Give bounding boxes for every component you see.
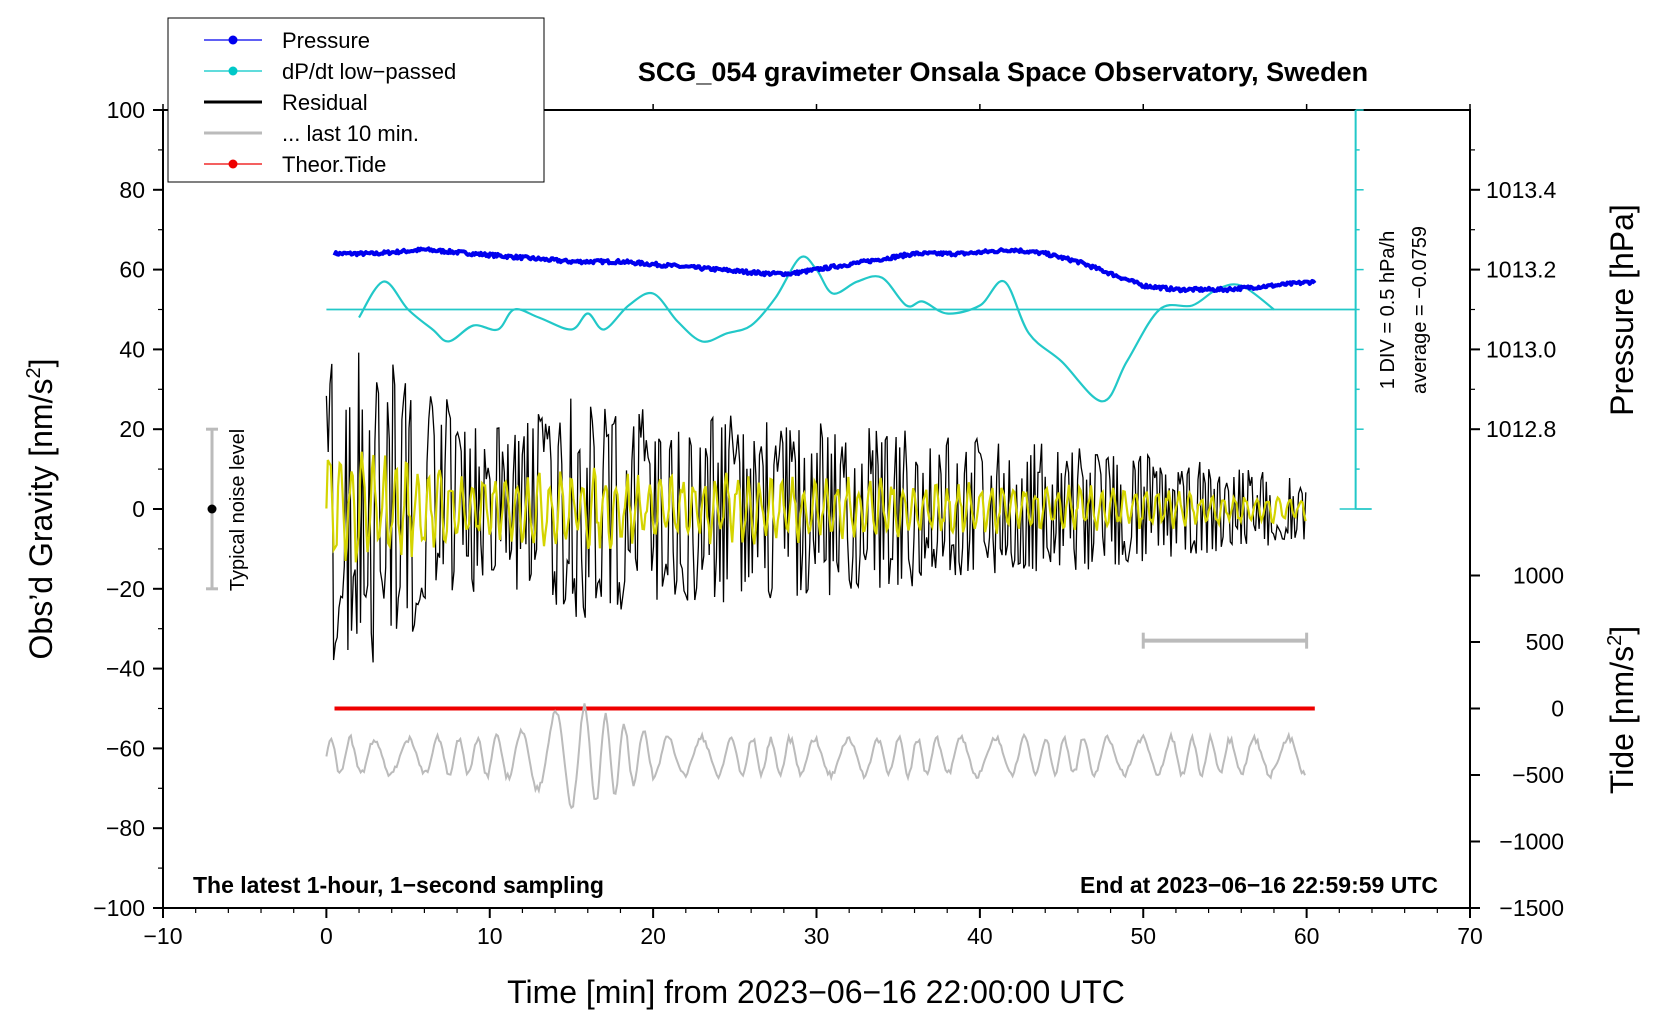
y-tick-label: −100: [93, 895, 145, 921]
dpdt-scale-label: 1 DIV = 0.5 hPa/h: [1377, 231, 1399, 389]
y-axis-label-main: Obs’d Gravity [nm/s: [23, 379, 59, 660]
legend-label: dP/dt low−passed: [282, 59, 456, 84]
tide-axis-label-close: ]: [1604, 626, 1640, 635]
tide-tick-label: −500: [1512, 762, 1564, 788]
noise-level-label: Typical noise level: [227, 429, 249, 591]
x-tick-label: 60: [1294, 923, 1320, 949]
x-tick-label: 30: [804, 923, 830, 949]
residual-smoothed-line: [325, 451, 1307, 563]
pressure-axis-label: Pressure [hPa]: [1604, 204, 1640, 416]
y-tick-label: 40: [119, 336, 145, 362]
pressure-tick-label: 1012.8: [1486, 416, 1556, 442]
residual-series-line: [325, 352, 1307, 663]
legend-swatch-marker: [228, 66, 238, 76]
legend-box: [167, 17, 545, 183]
ten-minute-scale-bar: [1141, 632, 1309, 649]
legend-label: Pressure: [282, 28, 370, 53]
pressure-tick-label: 1013.4: [1486, 177, 1557, 203]
y-tick-label: 60: [119, 257, 145, 283]
right-axis-ticks: 1012.8 1013.0 1013.2 1013.4 1000 500 0 −500 −100…: [1470, 149, 1564, 921]
x-tick-label: 20: [640, 923, 666, 949]
y-axis-label: Obs’d Gravity [nm/s2]: [23, 359, 59, 660]
x-tick-label: 40: [967, 923, 993, 949]
x-tick-label: −10: [143, 923, 182, 949]
y-tick-label: 0: [132, 496, 145, 522]
tide-tick-label: 500: [1526, 629, 1564, 655]
tide-axis-label-sup: 2: [1604, 635, 1626, 646]
pressure-tick-label: 1013.2: [1486, 257, 1556, 283]
y-tick-label: 20: [119, 416, 145, 442]
last-ten-minutes-line: [325, 703, 1306, 810]
legend: Pressure dP/dt low−passed Residual ... last…: [167, 17, 545, 183]
pressure-series-line: [332, 246, 1317, 294]
dpdt-series-line: [358, 255, 1275, 403]
y-tick-label: −60: [106, 735, 145, 761]
tide-tick-label: 1000: [1513, 563, 1564, 589]
legend-swatch-marker: [228, 159, 238, 169]
y-tick-label: −40: [106, 656, 145, 682]
x-axis-label: Time [min] from 2023−06−16 22:00:00 UTC: [507, 974, 1125, 1010]
bottom-right-note: End at 2023−06−16 22:59:59 UTC: [1080, 872, 1438, 898]
legend-label: ... last 10 min.: [282, 121, 419, 146]
y-tick-label: 80: [119, 177, 145, 203]
x-axis-ticks: −10 0 10 20 30 40 50 60 70: [143, 104, 1483, 949]
x-tick-label: 10: [477, 923, 503, 949]
x-tick-label: 70: [1457, 923, 1483, 949]
legend-label: Theor.Tide: [282, 152, 386, 177]
y-tick-label: −20: [106, 576, 145, 602]
y-axis-label-sup: 2: [23, 367, 45, 378]
dpdt-scale-axis: [1339, 109, 1372, 510]
y-tick-label: −80: [106, 815, 145, 841]
dpdt-average-label: average = −0.0759: [1409, 226, 1431, 394]
bottom-left-note: The latest 1-hour, 1−second sampling: [193, 872, 604, 898]
noise-level-bar: [206, 427, 219, 591]
noise-bar-center-dot: [207, 504, 217, 514]
y-tick-label: 100: [107, 97, 145, 123]
legend-swatch-marker: [228, 35, 238, 45]
x-tick-label: 0: [320, 923, 333, 949]
tide-axis-label-main: Tide [nm/s: [1604, 646, 1640, 794]
y-axis-label-close: ]: [23, 359, 59, 368]
chart-title: SCG_054 gravimeter Onsala Space Observat…: [638, 57, 1368, 87]
tide-tick-label: −1500: [1499, 895, 1564, 921]
series-layer: [325, 246, 1356, 810]
y-axis-ticks: −100 −80 −60 −40 −20 0 20 40 60 80 100: [93, 97, 163, 921]
x-tick-label: 50: [1130, 923, 1156, 949]
pressure-tick-label: 1013.0: [1486, 336, 1556, 362]
tide-axis-label: Tide [nm/s2]: [1604, 626, 1640, 794]
legend-label: Residual: [282, 90, 368, 115]
tide-tick-label: −1000: [1499, 829, 1564, 855]
tide-tick-label: 0: [1551, 696, 1564, 722]
